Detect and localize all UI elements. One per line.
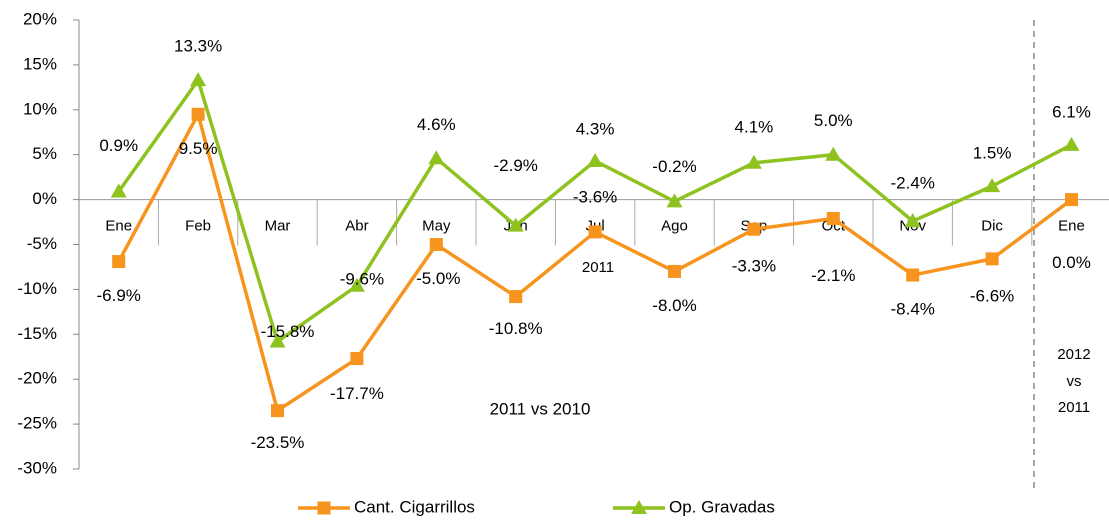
data-label: -5.0% — [416, 269, 460, 288]
x-tick-label: Abr — [345, 218, 368, 235]
marker — [587, 152, 604, 167]
data-label: -3.6% — [573, 187, 617, 206]
marker — [747, 222, 761, 236]
data-label: -0.2% — [652, 157, 696, 176]
data-label: 5.0% — [814, 111, 853, 130]
marker — [190, 72, 207, 87]
marker — [1063, 136, 1080, 151]
data-label: -23.5% — [251, 433, 305, 452]
data-label: -10.8% — [489, 319, 543, 338]
data-label: -6.6% — [970, 286, 1014, 305]
data-label: 1.5% — [973, 144, 1012, 163]
data-label: -2.1% — [811, 266, 855, 285]
data-label: -8.4% — [890, 300, 934, 319]
marker — [269, 333, 286, 348]
data-label: 4.6% — [417, 115, 456, 134]
marker — [985, 252, 999, 266]
marker — [110, 183, 127, 198]
marker — [745, 154, 762, 169]
data-label: -8.0% — [652, 296, 696, 315]
marker — [1065, 193, 1078, 207]
marker — [429, 238, 443, 251]
marker — [668, 264, 681, 278]
x-tick-label: Ago — [661, 218, 688, 235]
y-tick-label: -20% — [17, 369, 57, 388]
marker — [507, 217, 524, 232]
marker — [509, 290, 523, 304]
marker — [984, 178, 1001, 193]
x-tick-label: Mar — [265, 218, 291, 235]
marker — [348, 277, 365, 292]
annotation: 2011 — [582, 259, 614, 276]
x-tick-label: Dic — [981, 218, 1003, 235]
annotation: 2012 — [1057, 346, 1090, 363]
annotation: vs — [1067, 373, 1082, 390]
y-tick-label: -10% — [17, 279, 57, 298]
legend-marker — [631, 500, 647, 514]
data-label: -6.9% — [96, 286, 140, 305]
y-tick-label: 0% — [32, 189, 57, 208]
marker — [428, 150, 445, 165]
marker — [666, 193, 683, 208]
marker — [271, 404, 284, 418]
y-tick-label: -15% — [17, 324, 57, 343]
marker — [191, 107, 205, 121]
marker — [588, 225, 602, 239]
y-tick-label: -30% — [17, 458, 57, 477]
y-tick-label: 10% — [23, 99, 57, 118]
data-label: 13.3% — [174, 37, 222, 56]
annotation: 2011 — [1058, 399, 1090, 416]
y-tick-label: 5% — [32, 144, 57, 163]
data-label: -2.4% — [890, 174, 934, 193]
data-label: -15.8% — [261, 322, 315, 341]
marker — [350, 352, 364, 366]
legend-label: Cant. Cigarrillos — [354, 497, 475, 516]
x-tick-label: Ene — [105, 218, 132, 235]
data-label: -2.9% — [493, 156, 537, 175]
data-label: 6.1% — [1052, 102, 1091, 121]
marker — [904, 213, 921, 228]
marker — [825, 146, 842, 161]
legend-marker — [317, 501, 331, 515]
marker — [826, 211, 840, 225]
marker — [112, 255, 126, 269]
data-label: -17.7% — [330, 384, 384, 403]
data-label: 4.1% — [735, 117, 774, 136]
y-tick-label: 20% — [23, 9, 57, 28]
x-tick-label: Feb — [185, 218, 211, 235]
x-tick-label: May — [422, 218, 451, 235]
data-label: -3.3% — [732, 257, 776, 276]
y-tick-label: -25% — [17, 414, 57, 433]
data-label: 4.3% — [576, 119, 615, 138]
y-tick-label: 15% — [23, 54, 57, 73]
data-label: 9.5% — [179, 139, 218, 158]
data-label: -9.6% — [340, 269, 384, 288]
legend-label: Op. Gravadas — [669, 497, 775, 516]
data-label: 0.9% — [99, 136, 138, 155]
x-tick-label: Ene — [1058, 218, 1085, 235]
y-tick-label: -5% — [27, 234, 57, 253]
annotation: 2011 vs 2010 — [490, 399, 591, 418]
marker — [906, 268, 920, 282]
data-label: 0.0% — [1052, 253, 1091, 272]
